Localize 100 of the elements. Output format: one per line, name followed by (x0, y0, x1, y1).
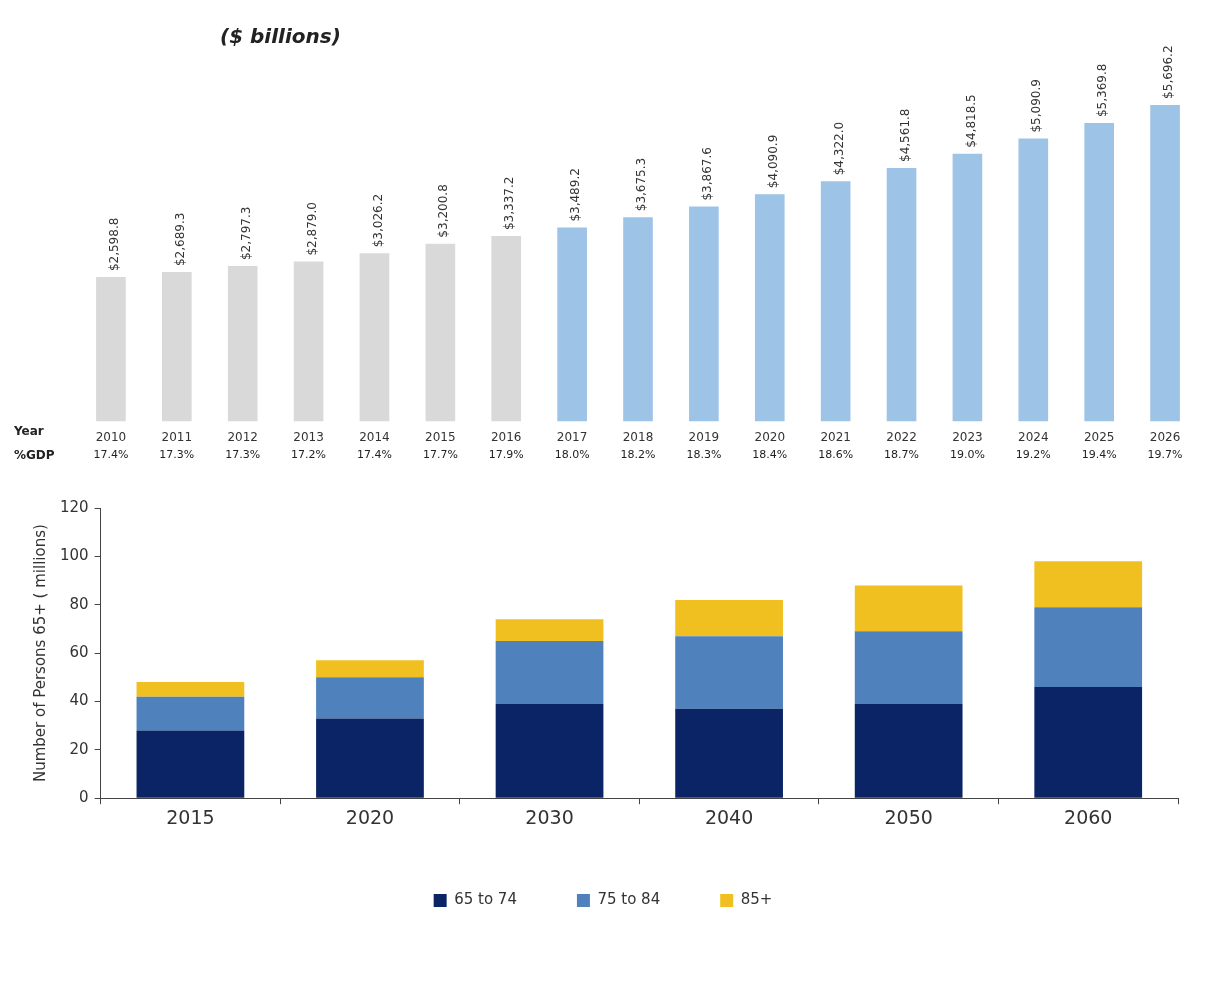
x-tick-label: 2015 (166, 805, 215, 828)
legend-label: 75 to 84 (597, 890, 661, 909)
bar (227, 266, 258, 422)
text: 19.2% (1015, 448, 1051, 462)
bar (1034, 607, 1143, 687)
data-label: $3,200.8 (436, 184, 451, 238)
data-label: $3,867.6 (700, 147, 715, 201)
bar (1084, 123, 1114, 422)
x-tick-label: 2030 (525, 805, 574, 828)
text: 19.7% (1147, 448, 1183, 462)
bar (136, 730, 245, 798)
bar (1034, 561, 1143, 608)
text: 17.4% (356, 448, 392, 462)
x-axis-title: Year (13, 423, 44, 438)
bar (359, 253, 390, 422)
bar (675, 708, 783, 798)
bar (886, 167, 917, 422)
y-tick-label: 120 (59, 497, 89, 516)
x-tick-label: 2018 (622, 429, 654, 444)
bar (316, 660, 424, 678)
bar (136, 696, 245, 731)
data-label: $4,561.8 (897, 108, 912, 162)
text: 18.3% (686, 448, 722, 462)
legend-label: 65 to 74 (454, 890, 517, 909)
x-tick-label: 2040 (704, 805, 754, 828)
text: 18.4% (752, 448, 788, 462)
bar (623, 217, 653, 422)
data-label: $5,090.9 (1029, 79, 1044, 133)
text: 17.7% (422, 448, 458, 462)
bar (854, 631, 963, 704)
data-label: $5,369.8 (1095, 63, 1110, 118)
data-label: $2,689.3 (172, 212, 187, 267)
text: 17.9% (488, 448, 524, 462)
x-tick-label: 2060 (1064, 805, 1113, 828)
x-tick-label: 2024 (1018, 429, 1049, 444)
text: 18.6% (818, 448, 854, 462)
x-tick-label: 2020 (345, 805, 395, 828)
x-tick-label: 2025 (1083, 429, 1115, 444)
y-tick-label: 0 (79, 788, 89, 807)
data-label: $2,879.0 (304, 202, 319, 256)
text: 19.4% (1081, 448, 1117, 462)
x-tick-label: 2014 (359, 429, 390, 444)
x-tick-label: 2026 (1149, 429, 1181, 444)
x-tick-label: 2012 (227, 429, 258, 444)
data-label: $3,337.2 (502, 176, 517, 231)
x-tick-label: 2013 (293, 429, 324, 444)
bar (491, 236, 522, 422)
chart-title: ($ billions) (220, 24, 341, 49)
x-tick-label: 2010 (95, 429, 127, 444)
text: 17.3% (225, 448, 261, 462)
data-label: $4,090.9 (765, 134, 780, 189)
y-tick-label: 40 (69, 691, 89, 710)
bar (820, 181, 851, 422)
x-tick-label: 2017 (556, 429, 588, 444)
data-label: $3,675.3 (634, 157, 649, 212)
data-label: $3,489.2 (568, 168, 583, 222)
bar (96, 277, 126, 422)
bar (557, 227, 587, 422)
data-label: $3,026.2 (370, 193, 385, 248)
text: 19.0% (949, 448, 985, 462)
y-tick-label: 60 (69, 642, 89, 661)
bar (316, 718, 424, 798)
bar (854, 703, 963, 798)
x-tick-label: 2011 (161, 429, 193, 444)
text: 17.4% (93, 448, 129, 462)
bar (675, 599, 783, 637)
data-label: $4,322.0 (831, 121, 846, 176)
bar (1018, 138, 1049, 422)
bar (495, 703, 604, 798)
text: %GDP (14, 447, 55, 462)
bar (162, 272, 192, 422)
bar (854, 585, 963, 632)
x-tick-label: 2016 (490, 429, 522, 444)
x-tick-label: 2020 (754, 429, 786, 444)
bar (1150, 104, 1180, 422)
bar (293, 261, 324, 422)
text: 18.0% (554, 448, 590, 462)
x-tick-label: 2050 (884, 805, 933, 828)
y-tick-label: 100 (59, 546, 89, 565)
bar (754, 194, 785, 422)
bar (675, 636, 783, 709)
data-label: $2,797.3 (238, 206, 253, 261)
y-axis-title: Number of Persons 65+ ( millions) (30, 524, 49, 783)
text: 17.3% (159, 448, 195, 462)
data-label: $5,696.2 (1161, 45, 1176, 99)
data-label: $2,598.8 (107, 217, 122, 272)
x-tick-label: 2022 (886, 429, 917, 444)
x-tick-label: 2021 (820, 429, 851, 444)
bar (316, 677, 424, 719)
x-tick-label: 2023 (952, 429, 983, 444)
bar (952, 153, 983, 422)
text: 18.7% (884, 448, 920, 462)
bar (136, 682, 245, 697)
bar (495, 641, 604, 704)
data-label: $4,818.5 (963, 94, 978, 148)
bar (495, 619, 604, 642)
bar (689, 206, 719, 422)
y-tick-label: 20 (69, 739, 89, 758)
legend-label: 85+ (740, 890, 773, 909)
y-tick-label: 80 (69, 594, 89, 613)
